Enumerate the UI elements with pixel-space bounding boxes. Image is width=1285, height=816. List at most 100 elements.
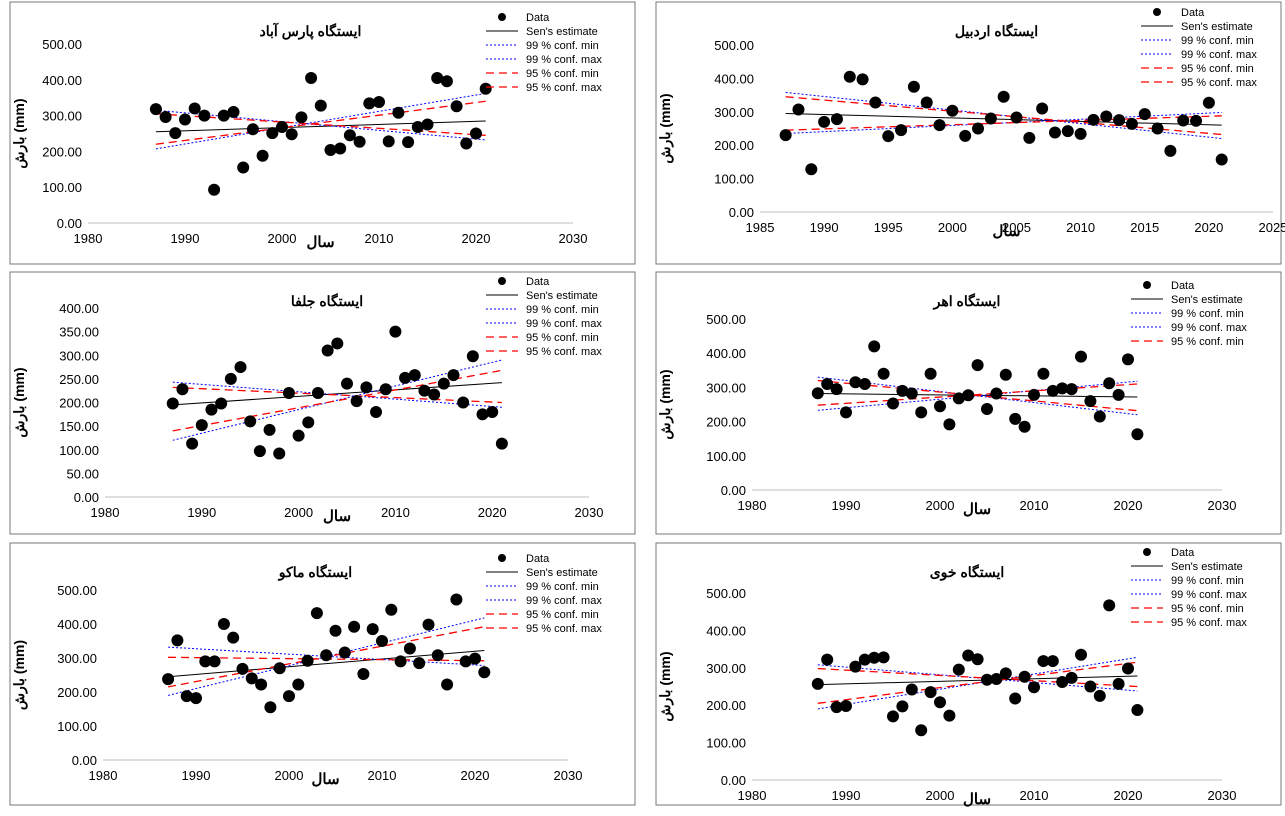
data-point	[981, 402, 993, 415]
data-point	[1010, 111, 1023, 124]
data-point	[198, 109, 211, 122]
data-point	[283, 690, 295, 703]
x-tick-label: 1995	[874, 220, 903, 235]
x-axis-label: سال	[963, 791, 991, 808]
data-point	[382, 135, 395, 148]
y-tick-label: 300.00	[42, 109, 82, 124]
data-point	[1056, 676, 1069, 689]
data-point	[952, 663, 965, 676]
data-point	[997, 90, 1010, 103]
legend-label: 99 % conf. min	[526, 304, 599, 316]
data-point	[990, 673, 1003, 686]
data-point	[1113, 114, 1126, 127]
data-point	[1103, 377, 1116, 390]
data-point	[1046, 384, 1059, 397]
conf99-min-line	[172, 359, 502, 441]
data-point	[186, 437, 199, 450]
chart-title: ایستگاه خوی	[930, 564, 1005, 581]
y-tick-label: 300.00	[706, 380, 746, 395]
data-point	[370, 405, 383, 418]
data-point	[411, 121, 424, 134]
x-tick-label: 2000	[284, 505, 313, 520]
data-point	[882, 130, 895, 143]
conf99-max-line	[785, 91, 1222, 140]
data-point	[1202, 96, 1215, 109]
data-point	[1065, 383, 1078, 396]
x-tick-label: 2020	[461, 768, 490, 783]
y-tick-label: 500.00	[706, 312, 746, 327]
data-point	[403, 642, 416, 655]
y-tick-label: 500.00	[57, 583, 97, 598]
data-point	[227, 631, 240, 644]
data-point	[1074, 127, 1087, 140]
legend-label: Sen's estimate	[526, 26, 598, 38]
data-point	[469, 652, 481, 665]
data-point	[924, 686, 937, 699]
conf95-min-line	[785, 115, 1222, 131]
y-tick-label: 500.00	[706, 586, 746, 601]
y-tick-label: 100.00	[706, 449, 746, 464]
y-tick-label: 400.00	[57, 617, 97, 632]
data-point	[440, 75, 453, 88]
sen-line	[168, 650, 485, 678]
data-point	[245, 672, 258, 685]
data-point	[217, 618, 230, 630]
data-point	[933, 119, 946, 132]
x-axis-label: سال	[306, 234, 334, 251]
data-point	[868, 340, 881, 353]
data-point	[1093, 689, 1106, 702]
y-tick-label: 300.00	[57, 651, 97, 666]
data-point	[363, 97, 376, 110]
data-point	[418, 384, 431, 397]
x-tick-label: 2000	[926, 788, 955, 803]
x-tick-label: 2010	[1020, 498, 1049, 513]
data-point	[392, 106, 405, 119]
data-point	[952, 392, 965, 405]
x-tick-label: 2000	[268, 231, 297, 246]
data-point	[273, 662, 286, 675]
data-point	[379, 383, 392, 396]
data-point	[840, 406, 852, 419]
data-point	[1151, 122, 1164, 135]
data-point	[244, 415, 257, 428]
data-point	[495, 437, 508, 450]
data-point	[437, 377, 450, 390]
data-point	[331, 337, 344, 350]
chart-title: ایستگاه جلفا	[291, 293, 363, 309]
conf99-max-line	[168, 646, 485, 666]
y-tick-label: 400.00	[59, 301, 99, 316]
data-point	[1125, 117, 1138, 130]
data-point	[394, 655, 407, 668]
data-point	[350, 395, 363, 408]
data-point	[934, 696, 946, 709]
data-point	[1023, 131, 1036, 144]
data-point	[1122, 662, 1134, 675]
x-tick-label: 2020	[1114, 788, 1143, 803]
data-point	[849, 660, 862, 673]
x-tick-label: 1985	[746, 220, 775, 235]
data-point	[324, 143, 337, 156]
x-tick-label: 2010	[368, 768, 397, 783]
y-tick-label: 0.00	[721, 483, 746, 498]
x-tick-label: 1990	[810, 220, 839, 235]
data-point	[205, 403, 218, 416]
data-point	[264, 701, 277, 714]
x-tick-label: 1990	[171, 231, 200, 246]
data-point	[389, 325, 402, 338]
data-point	[301, 654, 314, 667]
x-tick-label: 2030	[559, 231, 588, 246]
y-tick-label: 400.00	[706, 346, 746, 361]
data-point	[236, 662, 249, 675]
data-point	[905, 683, 918, 696]
data-point	[314, 99, 327, 112]
data-point	[896, 700, 909, 713]
conf95-max-line	[172, 386, 502, 404]
data-point	[830, 113, 843, 126]
legend-label: 99 % conf. max	[526, 595, 602, 607]
conf99-max-line	[155, 109, 486, 141]
data-point	[779, 129, 792, 142]
legend-label: 95 % conf. min	[526, 68, 599, 80]
legend-label: Sen's estimate	[1171, 294, 1243, 306]
data-point	[450, 593, 463, 606]
data-point	[1087, 113, 1100, 126]
